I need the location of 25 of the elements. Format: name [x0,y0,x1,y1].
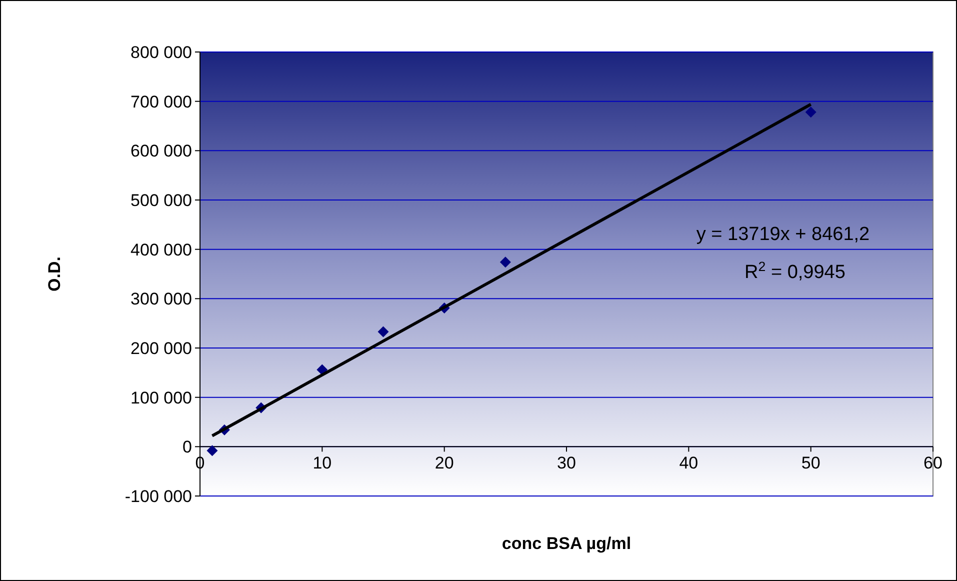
y-tick-label: 400 000 [130,240,192,260]
annotation: R$^{2}$ = 0,9945 [744,258,846,283]
y-tick-label: -100 000 [124,486,192,506]
x-tick-label: 30 [557,454,576,473]
y-tick-label: 500 000 [130,190,192,210]
y-tick-label: 300 000 [130,290,192,309]
y-tick-label: 0 [182,438,192,457]
x-tick-label: 50 [801,454,820,473]
point [206,445,218,456]
x-axis-title: conc BSA µg/ml [502,534,632,553]
y-tick-label: 700 000 [130,92,192,112]
y-tick-label: 600 000 [130,142,192,161]
y-tick-label: 800 000 [130,42,192,62]
annotation: y = 13719x + 8461,2 [696,224,870,245]
point [378,326,389,338]
point [316,364,328,376]
y-tick-label: 200 000 [130,338,192,358]
x-tick-label: 10 [312,454,332,473]
x-tick-label: 40 [679,454,698,473]
x-tick-label: 60 [924,454,942,473]
point [805,106,816,118]
x-tick-label: 20 [434,454,454,473]
y-axis-title: O.D. [45,256,64,292]
y-tick-label: 100 000 [130,388,192,408]
point [500,256,511,268]
